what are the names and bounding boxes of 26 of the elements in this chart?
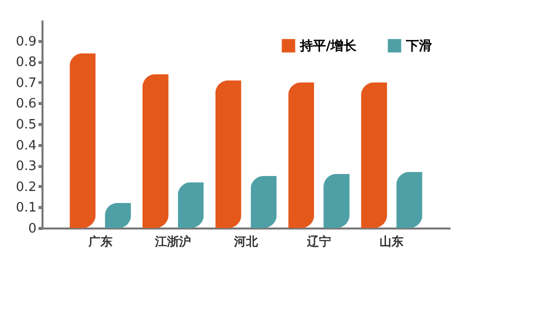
bar <box>250 176 277 228</box>
legend-label: 持平/增长 <box>299 38 358 54</box>
y-tick-label: 0.9 <box>16 34 36 50</box>
y-tick-label: 0 <box>28 222 36 236</box>
y-tick-label: 0.1 <box>16 200 36 216</box>
y-tick-label: 0.2 <box>16 180 36 195</box>
x-tick-label: 河北 <box>233 234 259 248</box>
y-tick-label: 0.8 <box>16 55 36 70</box>
y-tick-label: 0.5 <box>16 118 36 132</box>
y-tick-label: 0.3 <box>16 159 36 174</box>
bar <box>70 53 96 228</box>
x-tick-label: 广东 <box>87 234 112 248</box>
y-tick-label: 0.4 <box>16 138 36 154</box>
y-tick-label: 0.7 <box>16 76 36 91</box>
bar <box>324 174 350 228</box>
bar <box>288 82 314 228</box>
legend-label: 下滑 <box>405 38 432 54</box>
bar <box>142 74 168 228</box>
x-tick-label: 江浙沪 <box>154 234 192 248</box>
bar <box>396 172 422 228</box>
bar <box>178 182 204 228</box>
bar <box>215 80 242 228</box>
y-tick-label: 0.6 <box>16 96 36 112</box>
x-tick-label: 山东 <box>380 234 404 248</box>
x-tick-label: 辽宁 <box>306 234 331 248</box>
bar <box>361 82 388 228</box>
